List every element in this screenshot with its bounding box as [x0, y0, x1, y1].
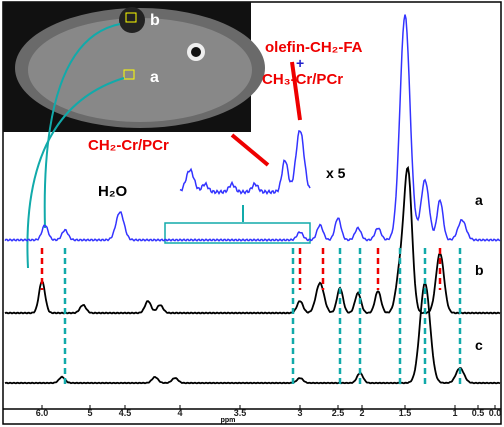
muscle: [28, 18, 252, 122]
marrow: [191, 47, 201, 57]
annotation: x 5: [326, 165, 346, 181]
mri-inset: b a: [3, 2, 265, 132]
x-tick-label: 2: [359, 408, 364, 418]
annotation: olefin-CH₂-FA: [265, 39, 363, 56]
x-tick-label: 2.5: [332, 408, 345, 418]
roi-label: a: [150, 69, 159, 86]
roi-label: b: [150, 12, 160, 29]
x-tick-label: 1.5: [399, 408, 412, 418]
annotation: +: [296, 55, 304, 71]
trace-label: c: [475, 337, 483, 353]
x-tick-label: 3.5: [234, 408, 247, 418]
x-tick-label: 1: [452, 408, 457, 418]
bone: [119, 7, 145, 33]
trace-label: b: [475, 262, 484, 278]
annotation: CH₃-Cr/PCr: [262, 71, 343, 88]
annotation: H₂O: [98, 183, 127, 200]
x-tick-label: 0.0: [489, 408, 502, 418]
annotation: CH₂-Cr/PCr: [88, 137, 169, 154]
page: {"inset": {"roi_b": "b", "roi_a": "a"}, …: [0, 0, 504, 427]
x-tick-label: 4.5: [119, 408, 132, 418]
x-tick-label: 5: [87, 408, 92, 418]
axis-label: ppm: [221, 417, 236, 424]
figure: b a olefin-CH₂-FA + CH₃-Cr/PCr CH₂-Cr/PC…: [0, 0, 504, 427]
trace-label: a: [475, 192, 483, 208]
x-tick-label: 0.5: [472, 408, 485, 418]
x-tick-label: 4: [177, 408, 182, 418]
x-tick-label: 3: [297, 408, 302, 418]
x-tick-label: 6.0: [36, 408, 49, 418]
